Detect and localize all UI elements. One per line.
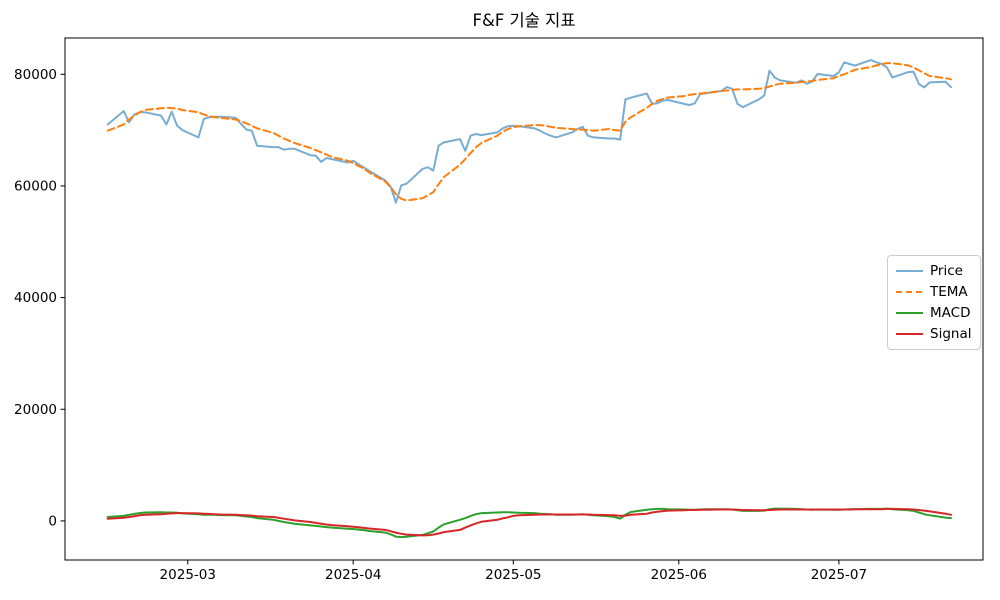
y-tick-label: 60000 [14, 178, 57, 194]
y-tick-label: 40000 [14, 290, 57, 306]
legend-label: Signal [930, 326, 972, 342]
signal-line [106, 507, 952, 537]
tema-legend-line-icon [896, 291, 923, 293]
price-legend-line-icon [896, 270, 923, 272]
legend-label: TEMA [930, 284, 968, 300]
y-tick-label: 20000 [14, 402, 57, 418]
x-tick-label: 2025-07 [811, 567, 867, 583]
y-tick-label: 80000 [14, 67, 57, 83]
x-tick-label: 2025-04 [325, 567, 381, 583]
legend-label: Price [930, 263, 963, 279]
legend-item-tema: TEMA [896, 284, 972, 300]
x-tick-label: 2025-05 [485, 567, 541, 583]
chart-title: F&F 기술 지표 [472, 11, 576, 30]
legend-label: MACD [930, 305, 971, 321]
legend-item-macd: MACD [896, 305, 972, 321]
price-line [106, 59, 952, 204]
tema-line [106, 62, 952, 202]
signal-legend-line-icon [896, 333, 923, 335]
axes-frame [64, 37, 984, 561]
legend-item-signal: Signal [896, 326, 972, 342]
x-tick-label: 2025-03 [160, 567, 216, 583]
y-tick-label: 0 [48, 513, 57, 529]
macd-legend-line-icon [896, 312, 923, 314]
macd-line [106, 507, 952, 539]
x-tick-label: 2025-06 [651, 567, 707, 583]
legend[interactable]: Price TEMA MACD Signal [887, 255, 981, 350]
legend-item-price: Price [896, 263, 972, 279]
